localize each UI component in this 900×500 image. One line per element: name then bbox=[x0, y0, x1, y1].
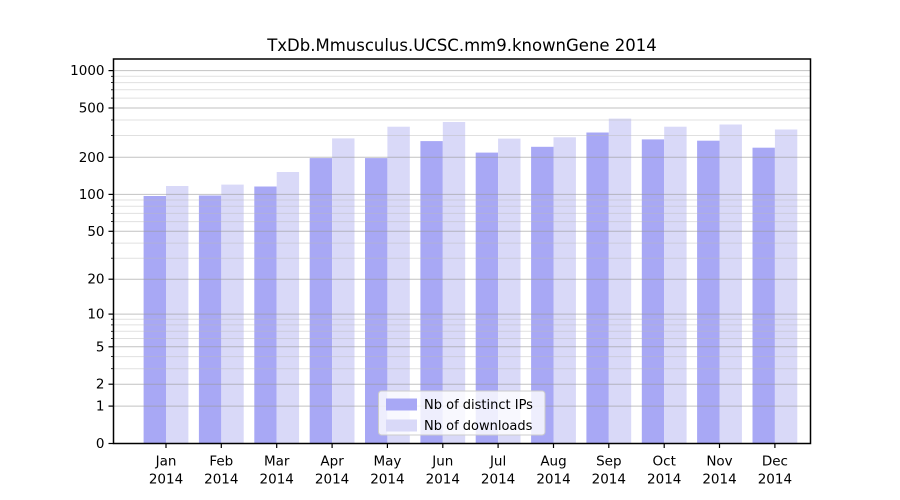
bar-nb-of-downloads-dec bbox=[774, 129, 798, 444]
bar-nb-of-downloads-jan bbox=[166, 186, 189, 444]
bar-nb-of-downloads-mar bbox=[276, 172, 300, 444]
y-tick-label-1: 1 bbox=[96, 399, 105, 415]
bar-nb-of-downloads-may bbox=[387, 126, 410, 444]
y-tick-label-500: 500 bbox=[79, 101, 105, 117]
y-tick-label-50: 50 bbox=[87, 224, 104, 240]
y-tick-label-10: 10 bbox=[87, 307, 104, 323]
x-tick-year-nov: 2014 bbox=[702, 472, 736, 488]
y-tick-label-2: 2 bbox=[96, 377, 105, 393]
chart-title: TxDb.Mmusculus.UCSC.mm9.knownGene 2014 bbox=[266, 36, 657, 55]
bar-nb-of-distinct-ips-nov bbox=[697, 140, 720, 444]
x-tick-label-jan: Jan bbox=[155, 454, 177, 470]
x-tick-label-feb: Feb bbox=[209, 454, 233, 470]
axes-group: 0 1 2 5 10 20 50 100 200 500 1000 Jan 2014 Feb 2014 Mar… bbox=[70, 58, 812, 488]
bar-nb-of-downloads-aug bbox=[553, 137, 576, 444]
bar-nb-of-downloads-apr bbox=[332, 138, 355, 444]
x-tick-label-oct: Oct bbox=[653, 454, 676, 470]
x-tick-year-mar: 2014 bbox=[260, 472, 294, 488]
y-tick-label-200: 200 bbox=[79, 150, 105, 166]
y-tick-label-100: 100 bbox=[79, 187, 105, 203]
bar-nb-of-distinct-ips-jun bbox=[420, 141, 443, 444]
x-tick-label-nov: Nov bbox=[706, 454, 732, 470]
x-tick-label-jun: Jun bbox=[431, 454, 453, 470]
bar-nb-of-distinct-ips-jul bbox=[475, 152, 499, 444]
x-tick-label-jul: Jul bbox=[489, 454, 506, 470]
x-tick-year-may: 2014 bbox=[370, 472, 404, 488]
plot-border bbox=[112, 58, 812, 445]
bar-nb-of-distinct-ips-sep bbox=[586, 132, 609, 444]
legend-swatch-distinct-ips bbox=[386, 398, 417, 411]
bar-nb-of-distinct-ips-aug bbox=[531, 146, 554, 444]
y-tick-label-20: 20 bbox=[87, 272, 104, 288]
bar-nb-of-distinct-ips-apr bbox=[309, 158, 333, 444]
bar-nb-of-distinct-ips-dec bbox=[752, 147, 775, 444]
y-tick-label-5: 5 bbox=[96, 339, 105, 355]
gridlines-group bbox=[113, 70, 811, 407]
bar-nb-of-distinct-ips-feb bbox=[198, 195, 222, 444]
x-tick-year-jul: 2014 bbox=[481, 472, 515, 488]
x-tick-label-mar: Mar bbox=[264, 454, 290, 470]
x-tick-year-oct: 2014 bbox=[647, 472, 681, 488]
bar-nb-of-distinct-ips-oct bbox=[641, 139, 665, 444]
bar-nb-of-downloads-oct bbox=[664, 126, 687, 444]
x-tick-label-apr: Apr bbox=[320, 454, 344, 470]
x-tick-year-sep: 2014 bbox=[592, 472, 626, 488]
bar-nb-of-distinct-ips-jan bbox=[143, 196, 166, 444]
x-tick-label-aug: Aug bbox=[540, 454, 566, 470]
x-tick-label-dec: Dec bbox=[762, 454, 788, 470]
legend-box bbox=[378, 390, 546, 436]
x-tick-label-may: May bbox=[373, 454, 401, 470]
legend-label-distinct-ips: Nb of distinct IPs bbox=[424, 398, 533, 413]
y-tick-label-1000: 1000 bbox=[70, 63, 104, 79]
x-tick-year-jun: 2014 bbox=[426, 472, 460, 488]
bar-nb-of-downloads-nov bbox=[719, 124, 742, 444]
x-tick-year-feb: 2014 bbox=[204, 472, 238, 488]
bar-nb-of-downloads-jul bbox=[498, 138, 521, 444]
legend: Nb of distinct IPs Nb of downloads bbox=[378, 390, 546, 436]
bar-nb-of-downloads-jun bbox=[442, 122, 466, 444]
bar-nb-of-distinct-ips-mar bbox=[254, 186, 277, 444]
x-tick-label-sep: Sep bbox=[596, 454, 621, 470]
legend-label-downloads: Nb of downloads bbox=[424, 419, 533, 434]
bar-nb-of-distinct-ips-may bbox=[365, 158, 388, 444]
bar-nb-of-downloads-sep bbox=[608, 118, 632, 444]
legend-swatch-downloads bbox=[386, 419, 417, 432]
x-tick-year-apr: 2014 bbox=[315, 472, 349, 488]
bars-group bbox=[143, 118, 798, 444]
x-tick-year-jan: 2014 bbox=[149, 472, 183, 488]
y-tick-label-0: 0 bbox=[96, 436, 105, 452]
x-tick-year-aug: 2014 bbox=[536, 472, 570, 488]
x-tick-year-dec: 2014 bbox=[758, 472, 792, 488]
